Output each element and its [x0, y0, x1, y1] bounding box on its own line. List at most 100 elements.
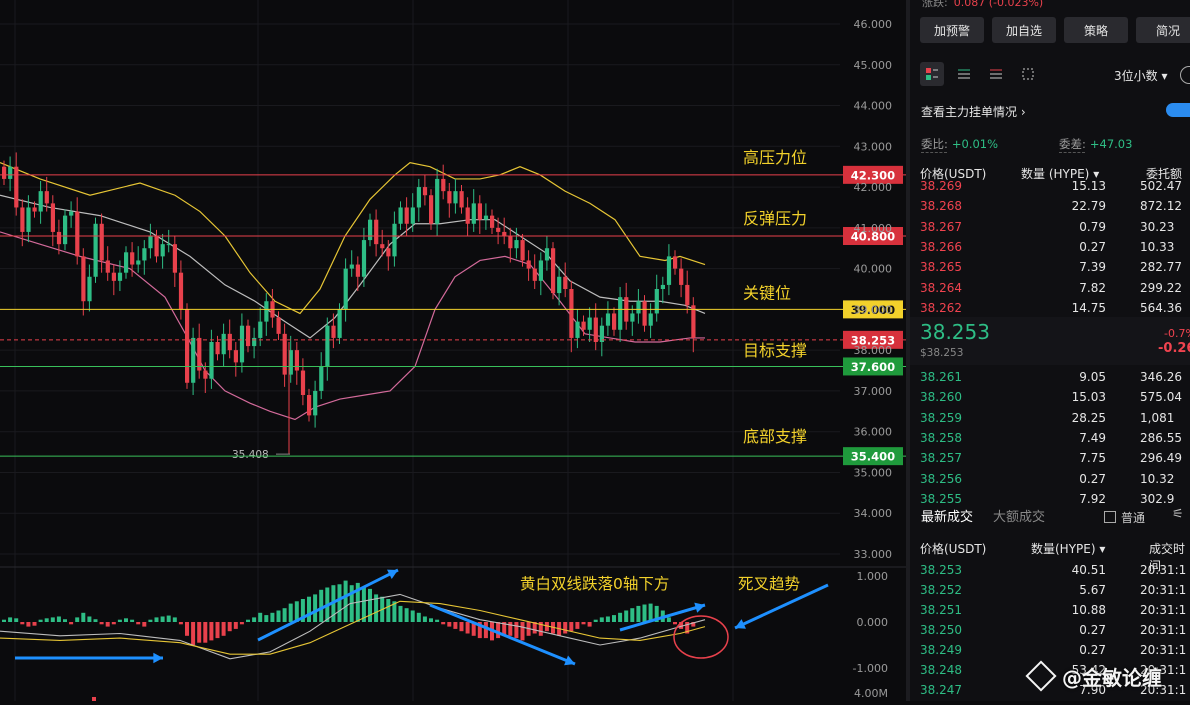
book-row[interactable]: 38.266 0.27 10.33 — [910, 240, 1190, 260]
add-alert-button[interactable]: 加预警 — [920, 17, 984, 43]
row-qty: 7.39 — [1079, 260, 1106, 275]
book-row[interactable]: 38.269 15.13 502.47 — [910, 179, 1190, 199]
level-label: 关键位 — [743, 283, 791, 302]
trend-arrow — [619, 603, 706, 632]
candle-body — [185, 309, 190, 383]
candle-body — [69, 211, 74, 216]
macd-dea-line — [0, 600, 706, 655]
book-row[interactable]: 38.255 7.92 302.9 — [910, 492, 1190, 512]
book-row[interactable]: 38.261 9.05 346.26 — [910, 370, 1190, 390]
book-header-price: 价格(USDT) — [920, 167, 987, 181]
candle-body — [197, 337, 202, 371]
overview-button[interactable]: 简况 — [1136, 17, 1190, 43]
depth-toggle[interactable] — [1166, 103, 1190, 117]
book-row[interactable]: 38.264 7.82 299.22 — [910, 281, 1190, 301]
candle-body — [294, 350, 299, 371]
candle-body — [538, 260, 543, 281]
row-qty: 0.79 — [1079, 219, 1106, 234]
macd-histogram-bar — [508, 622, 513, 636]
trade-header-qty[interactable]: 数量(HYPE) ▾ — [1031, 540, 1105, 557]
row-qty: 14.75 — [1071, 300, 1106, 315]
book-row[interactable]: 38.253 40.51 20:31:1 — [910, 563, 1190, 583]
tab-latest-trades[interactable]: 最新成交 — [921, 510, 974, 525]
candle-body — [221, 333, 226, 355]
book-header-qty[interactable]: 数量 (HYPE) ▾ — [1021, 165, 1099, 182]
macd-histogram-bar — [20, 622, 25, 625]
candle-body — [160, 244, 165, 257]
macd-histogram-bar — [246, 619, 250, 622]
normal-checkbox[interactable] — [1104, 511, 1116, 523]
book-row[interactable]: 38.249 0.27 20:31:1 — [910, 643, 1190, 663]
candle-body — [459, 191, 464, 208]
book-depth-icon[interactable] — [1016, 62, 1040, 86]
candle-body — [325, 325, 330, 367]
trend-arrow-head — [564, 655, 575, 666]
macd-histogram-bar — [319, 589, 324, 622]
row-qty: 7.75 — [1079, 451, 1106, 466]
book-bids-icon[interactable] — [952, 62, 976, 86]
macd-histogram-bar — [154, 617, 159, 622]
book-row[interactable]: 38.260 15.03 575.04 — [910, 390, 1190, 410]
depth-link[interactable]: 查看主力挂单情况 › — [921, 103, 1026, 120]
book-header-qty-label: 数量 (HYPE) — [1021, 167, 1090, 181]
macd-histogram-bar — [563, 622, 568, 634]
panel-divider[interactable] — [906, 0, 910, 701]
watermark: @金敏论缠 — [1025, 660, 1162, 692]
price-tick-label: 41.000 — [854, 222, 893, 235]
candle-body — [93, 223, 98, 277]
macd-histogram-bar — [233, 622, 238, 629]
row-value: 575.04 — [1140, 390, 1182, 405]
book-row[interactable]: 38.262 14.75 564.36 — [910, 301, 1190, 321]
book-row[interactable]: 38.259 28.25 1,081 — [910, 411, 1190, 431]
macd-histogram-bar — [136, 622, 141, 625]
book-row[interactable]: 38.247 7.90 20:31:1 — [910, 683, 1190, 701]
book-row[interactable]: 38.251 10.88 20:31:1 — [910, 603, 1190, 623]
row-value: 20:31:1 — [1140, 563, 1187, 577]
book-row[interactable]: 38.265 7.39 282.77 — [910, 260, 1190, 280]
book-asks-icon[interactable] — [984, 62, 1008, 86]
candle-body — [612, 313, 617, 330]
macd-histogram-bar — [343, 580, 348, 622]
book-row[interactable]: 38.258 7.49 286.55 — [910, 431, 1190, 451]
strategy-button[interactable]: 策略 — [1064, 17, 1128, 43]
book-row[interactable]: 38.248 53.42 20:31:1 — [910, 663, 1190, 683]
candle-body — [563, 276, 568, 289]
chart-canvas[interactable]: 35.408 42.300 高压力位 40.800 反弹压力 39.000 关键位 38.2… — [0, 0, 906, 701]
candle-body — [105, 260, 110, 273]
candle-body — [398, 207, 403, 224]
candle-body — [87, 276, 92, 302]
book-row[interactable]: 38.257 7.75 296.49 — [910, 451, 1190, 471]
row-value: 20:31:1 — [1140, 643, 1187, 657]
book-row[interactable]: 38.252 5.67 20:31:1 — [910, 583, 1190, 603]
row-value: 346.26 — [1140, 370, 1182, 384]
book-row[interactable]: 38.267 0.79 30.23 — [910, 220, 1190, 240]
candle-body — [14, 166, 19, 208]
gear-icon[interactable] — [1180, 66, 1190, 84]
macd-histogram-bar — [514, 622, 519, 639]
price-tick-label: 46.000 — [854, 18, 893, 31]
decimals-select[interactable]: 3位小数 ▾ — [1114, 67, 1168, 84]
candles: 35.408 — [2, 152, 696, 461]
book-both-icon[interactable] — [920, 62, 944, 86]
filter-icon[interactable]: ⚟ — [1172, 507, 1184, 522]
candle-body — [673, 256, 678, 269]
macd-histogram-bar — [416, 612, 421, 622]
candle-body — [38, 191, 43, 212]
macd-histogram-bar — [63, 619, 67, 622]
candle-body — [148, 236, 153, 249]
book-row[interactable]: 38.268 22.79 872.12 — [910, 199, 1190, 219]
decimals-value: 3位小数 — [1114, 69, 1158, 83]
add-watchlist-button[interactable]: 加自选 — [992, 17, 1056, 43]
book-row[interactable]: 38.250 0.27 20:31:1 — [910, 623, 1190, 643]
row-value: 302.9 — [1140, 491, 1175, 506]
macd-histogram-bar — [404, 608, 409, 622]
book-row[interactable]: 38.256 0.27 10.32 — [910, 472, 1190, 492]
trend-arrow-head — [735, 619, 746, 629]
candle-body — [63, 215, 68, 245]
row-qty: 0.27 — [1079, 471, 1106, 486]
candlestick-chart[interactable]: 35.408 42.300 高压力位 40.800 反弹压力 39.000 关键位 38.2… — [0, 0, 906, 701]
candle-body — [490, 215, 495, 228]
tab-large-trades[interactable]: 大额成交 — [993, 510, 1046, 525]
bid-ask-diff: 委差: +47.03 — [1059, 136, 1132, 152]
row-price: 38.257 — [920, 451, 962, 466]
